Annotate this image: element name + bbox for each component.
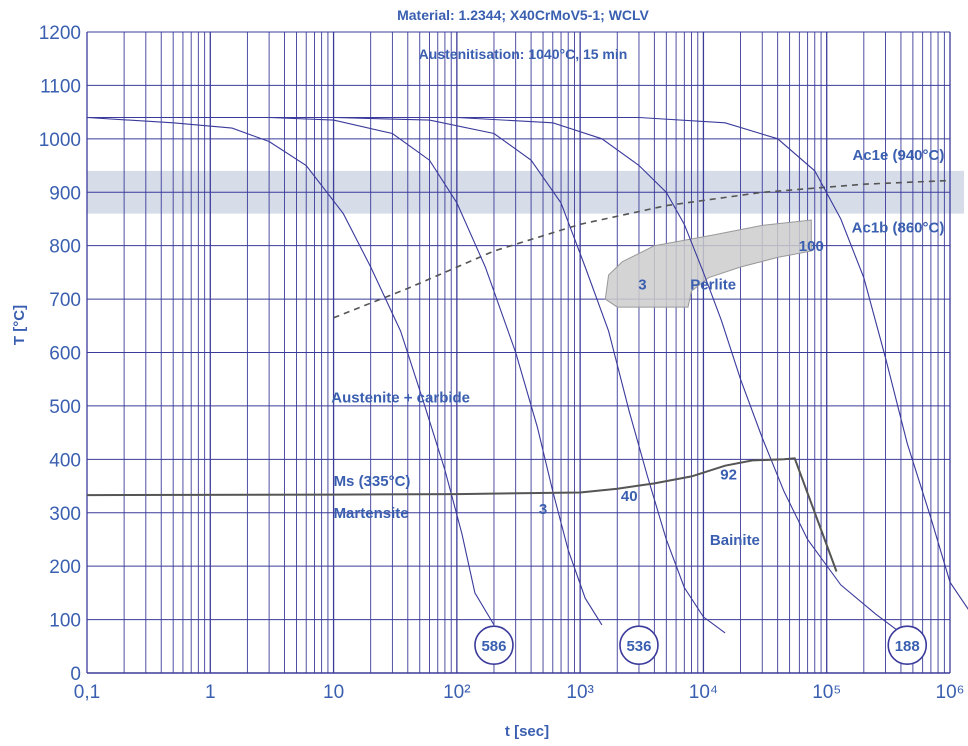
y-tick-label: 200 [49, 557, 81, 578]
label-ac1e: Ac1e (940°C) [852, 147, 944, 164]
y-tick-label: 1100 [40, 76, 81, 97]
chart-title: Material: 1.2344; X40CrMoV5-1; WCLV [397, 7, 649, 23]
x-tick-label: 10² [443, 682, 470, 703]
y-tick-label: 600 [49, 344, 81, 365]
x-tick-label: 10⁴ [689, 682, 718, 703]
y-tick-label: 500 [49, 397, 81, 418]
phase-fraction-label: 3 [638, 276, 646, 293]
perlite-region-layer [604, 219, 812, 308]
perlite-region [604, 219, 812, 308]
label-perlite: Perlite [690, 276, 736, 293]
y-tick-label: 100 [49, 611, 81, 632]
x-tick-label: 10 [323, 682, 344, 703]
hardness-value: 536 [626, 638, 651, 655]
x-tick-label: 0,1 [74, 682, 100, 703]
phase-fraction-label: 40 [621, 488, 638, 505]
hardness-value: 586 [481, 638, 506, 655]
y-tick-label: 0 [70, 664, 81, 685]
label-bainite: Bainite [710, 532, 760, 549]
tick-labels: 0100200300400500600700800900100011001200… [39, 23, 965, 703]
ms-line [86, 457, 838, 572]
x-tick-label: 1 [205, 682, 216, 703]
ac1-trend-line [333, 179, 951, 319]
y-tick-label: 700 [49, 290, 81, 311]
hardness-labels: 586 536 188 [474, 625, 928, 666]
label-ms: Ms (335°C) [334, 473, 411, 490]
y-tick-label: 300 [49, 504, 81, 525]
y-tick-label: 1000 [39, 130, 81, 151]
hardness-circle [887, 625, 928, 666]
x-tick-label: 10⁶ [936, 682, 965, 703]
x-tick-label: 10³ [566, 682, 593, 703]
x-axis-label: t [sec] [505, 723, 549, 740]
y-tick-label: 400 [49, 450, 81, 471]
label-ac1b: Ac1b (860°C) [852, 219, 945, 236]
y-tick-label: 900 [49, 183, 81, 204]
cooling-curve-4 [87, 116, 902, 634]
label-austenite: Austenite + carbide [331, 390, 470, 407]
phase-fraction-label: 92 [720, 467, 737, 484]
cooling-curve-2 [87, 116, 603, 626]
cooling-curve-5 [87, 116, 968, 610]
cooling-curve-1 [86, 116, 495, 626]
phase-fraction-label: 100 [799, 238, 824, 255]
label-martensite: Martensite [334, 505, 409, 522]
chart-subtitle: Austenitisation: 1040°C, 15 min [419, 46, 628, 62]
hardness-circle [619, 625, 659, 666]
ac1-trend-layer [333, 179, 951, 319]
hardness-circle [474, 625, 514, 666]
phase-labels: Ac1e (940°C) Ac1b (860°C) Perlite Austenite… [331, 147, 944, 549]
y-tick-label: 800 [49, 237, 81, 258]
cooling-curves [86, 116, 968, 634]
cooling-curve-3 [87, 116, 726, 634]
x-tick-label: 10⁵ [812, 682, 841, 703]
y-axis-label: T [°C] [11, 305, 28, 345]
ms-line-layer [86, 457, 838, 572]
phase-fraction-label: 3 [539, 501, 547, 518]
y-tick-label: 1200 [39, 23, 81, 44]
grid [86, 31, 951, 674]
hardness-value: 188 [895, 638, 920, 655]
